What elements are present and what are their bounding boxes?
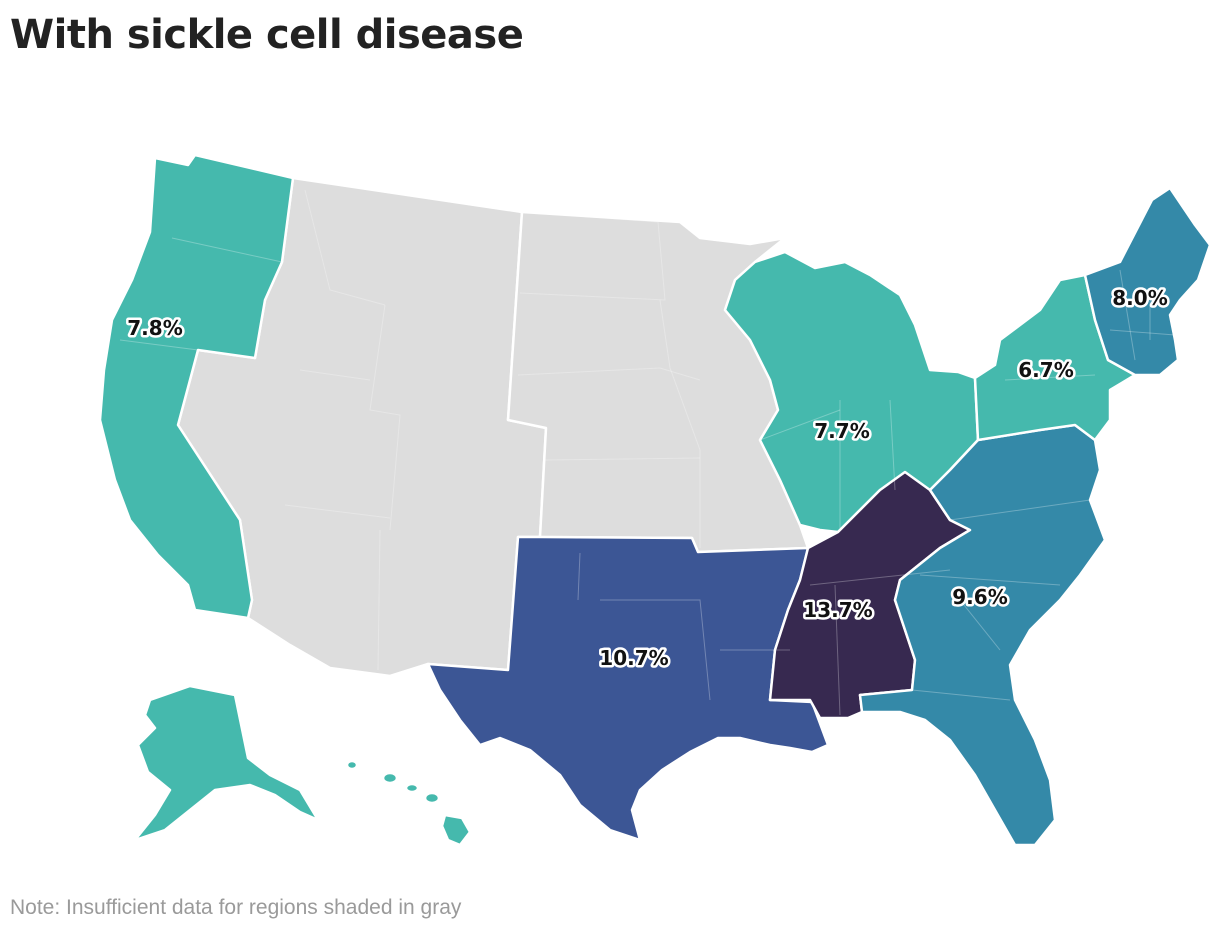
label-new-england: 8.0% [1112,286,1167,310]
region-south-atlantic[interactable] [858,423,1107,847]
label-south-atlantic: 9.6% [952,585,1007,609]
map-footnote: Note: Insufficient data for regions shad… [10,896,462,919]
region-pacific[interactable] [98,153,295,620]
region-pacific-hawaii-5[interactable] [440,813,472,847]
state-borders [119,189,1176,716]
region-pacific-hawaii-2[interactable] [381,771,399,785]
label-west-south-central: 10.7% [599,646,668,670]
region-new-england[interactable] [1083,186,1212,377]
region-pacific-hawaii-1[interactable] [345,759,359,771]
label-east-south-central: 13.7% [803,598,872,622]
label-east-north-central: 7.7% [814,419,869,443]
label-pacific: 7.8% [127,316,182,340]
region-pacific-alaska[interactable] [133,684,320,842]
region-pacific-hawaii-4[interactable] [423,791,441,805]
label-middle-atlantic: 6.7% [1018,358,1073,382]
region-pacific-hawaii-3[interactable] [404,782,420,794]
map-title: With sickle cell disease [10,12,524,58]
